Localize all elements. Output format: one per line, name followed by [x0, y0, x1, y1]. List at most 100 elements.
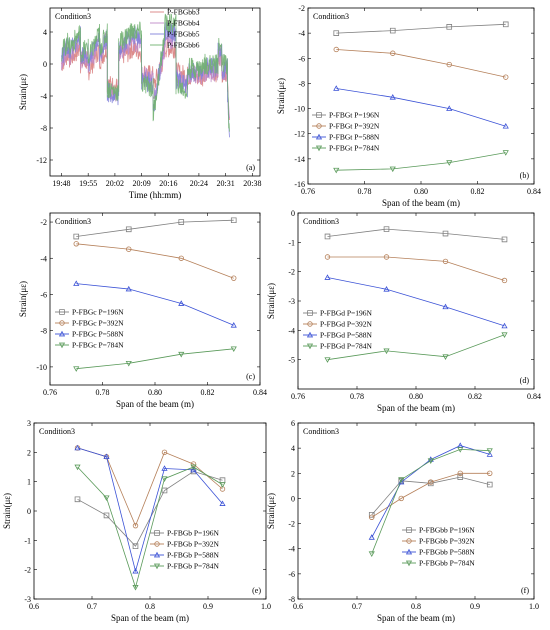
data-point — [428, 479, 434, 485]
legend-marker — [405, 548, 413, 555]
data-point — [486, 451, 493, 457]
data-point — [324, 274, 331, 280]
data-point — [178, 351, 185, 358]
series-line — [371, 448, 490, 554]
condition-annotation: Condition3 — [55, 12, 91, 21]
condition-annotation: Condition3 — [39, 427, 75, 436]
data-point — [368, 534, 375, 540]
data-point — [427, 480, 434, 487]
legend: P-FBGbb3 P-FBGbb4 P-FBGbb5 P-FBGbb6 — [150, 8, 200, 50]
x-tick-label: 19:55 — [79, 179, 97, 188]
legend-marker — [59, 320, 65, 326]
y-tick-label: -8 — [298, 79, 305, 88]
x-tick-label: 0.78 — [350, 392, 364, 401]
data-point — [161, 476, 168, 482]
series-line — [336, 152, 506, 171]
series-group — [368, 442, 493, 557]
legend-marker — [406, 538, 412, 544]
data-point — [324, 233, 331, 240]
data-point — [389, 166, 396, 173]
x-tick-label: 0.84 — [527, 187, 541, 196]
y-tick-label: -2 — [288, 268, 295, 277]
x-tick-label: 20:02 — [106, 179, 124, 188]
legend-marker — [153, 563, 161, 570]
series-line — [336, 88, 506, 127]
panel-label: (b) — [520, 171, 530, 180]
data-point — [178, 255, 184, 261]
legend-marker — [154, 530, 160, 536]
y-tick-label: -2 — [24, 566, 31, 575]
x-tick-label: 0.9 — [470, 602, 480, 611]
series-line — [336, 23, 506, 34]
x-tick-label: 20:09 — [133, 179, 151, 188]
data-point — [103, 453, 110, 460]
condition-annotation: Condition3 — [303, 427, 339, 436]
y-tick-label: 6 — [291, 419, 295, 428]
chart-panel-4: 0.76 0.78 0.80 0.82 0.84 -5 -4 -3 -2 -1 0 Span of t… — [266, 209, 541, 413]
legend-entry: P-FBGd P=784N — [320, 342, 373, 351]
legend-entry: P-FBGbb P=588N — [419, 548, 475, 557]
y-tick-label: -4 — [40, 254, 47, 263]
legend-marker — [153, 551, 161, 558]
data-point — [442, 258, 449, 265]
data-point — [502, 122, 509, 129]
data-point — [446, 105, 453, 111]
x-tick-label: 0.76 — [301, 187, 315, 196]
data-point — [457, 474, 464, 480]
legend-entry: P-FBGd P=392N — [320, 320, 373, 329]
y-tick-label: 4 — [291, 444, 295, 453]
y-tick-label: 1 — [27, 478, 31, 487]
legend-entry: P-FBGc P=392N — [72, 319, 124, 328]
y-tick-label: 3 — [27, 419, 31, 428]
data-point — [398, 495, 404, 502]
data-point — [457, 470, 463, 476]
y-tick-label: -6 — [288, 570, 295, 579]
data-point — [486, 481, 493, 488]
x-tick-label: 0.78 — [358, 187, 372, 196]
data-point — [190, 461, 197, 467]
series-line — [371, 445, 490, 538]
chart-panel-3: 0.76 0.78 0.80 0.82 0.84 -10 -8 -6 -4 -2 Span of t… — [18, 212, 267, 409]
x-tick-label: 0.6 — [293, 602, 303, 611]
data-point — [503, 74, 509, 80]
legend-entry: P-FBGt P=392N — [329, 122, 380, 131]
y-tick-label: 0 — [43, 60, 47, 69]
data-point — [383, 348, 390, 355]
data-point — [231, 275, 237, 281]
series-line — [76, 348, 234, 370]
data-point — [132, 567, 139, 574]
data-point — [132, 522, 139, 529]
x-axis-label: Time (hh:mm) — [129, 190, 181, 200]
x-axis-label: Span of the beam (m) — [116, 399, 194, 409]
y-axis-label: Strain(με) — [266, 283, 276, 319]
panel-label: (d) — [520, 376, 530, 385]
condition-annotation: Condition3 — [303, 217, 339, 226]
panel-label: (a) — [246, 163, 255, 172]
chart-panel-6: 0.6 0.7 0.8 0.9 1.0 -8 -6 -4 -2 0 2 4 6 Span of the b… — [266, 419, 539, 623]
x-tick-label: 0.80 — [409, 392, 423, 401]
panel-label: (e) — [252, 586, 261, 595]
panel-label: (f) — [521, 586, 529, 595]
series-group — [61, 13, 230, 138]
y-axis-label: Strain(με) — [18, 281, 28, 317]
data-point — [442, 303, 449, 310]
data-point — [457, 447, 464, 453]
y-tick-label: 2 — [291, 469, 295, 478]
y-tick-label: -6 — [298, 54, 305, 63]
y-tick-label: -5 — [288, 356, 295, 365]
data-point — [333, 167, 340, 174]
series-line — [336, 49, 506, 78]
x-tick-label: 0.7 — [352, 602, 362, 611]
data-point — [501, 332, 508, 338]
y-tick-label: 0 — [27, 507, 31, 516]
data-point — [446, 160, 453, 166]
legend: P-FBGbb P=196N P-FBGbb P=392N P-FBGbb P=58… — [402, 526, 475, 568]
data-point — [230, 322, 237, 328]
x-tick-label: 0.80 — [148, 388, 162, 397]
legend-entry: P-FBGbb P=392N — [419, 537, 475, 546]
legend-entry: P-FBGt P=784N — [329, 144, 380, 153]
x-axis-label: Span of the beam (m) — [377, 613, 455, 623]
data-point — [389, 27, 396, 34]
condition-annotation: Condition3 — [313, 12, 349, 21]
